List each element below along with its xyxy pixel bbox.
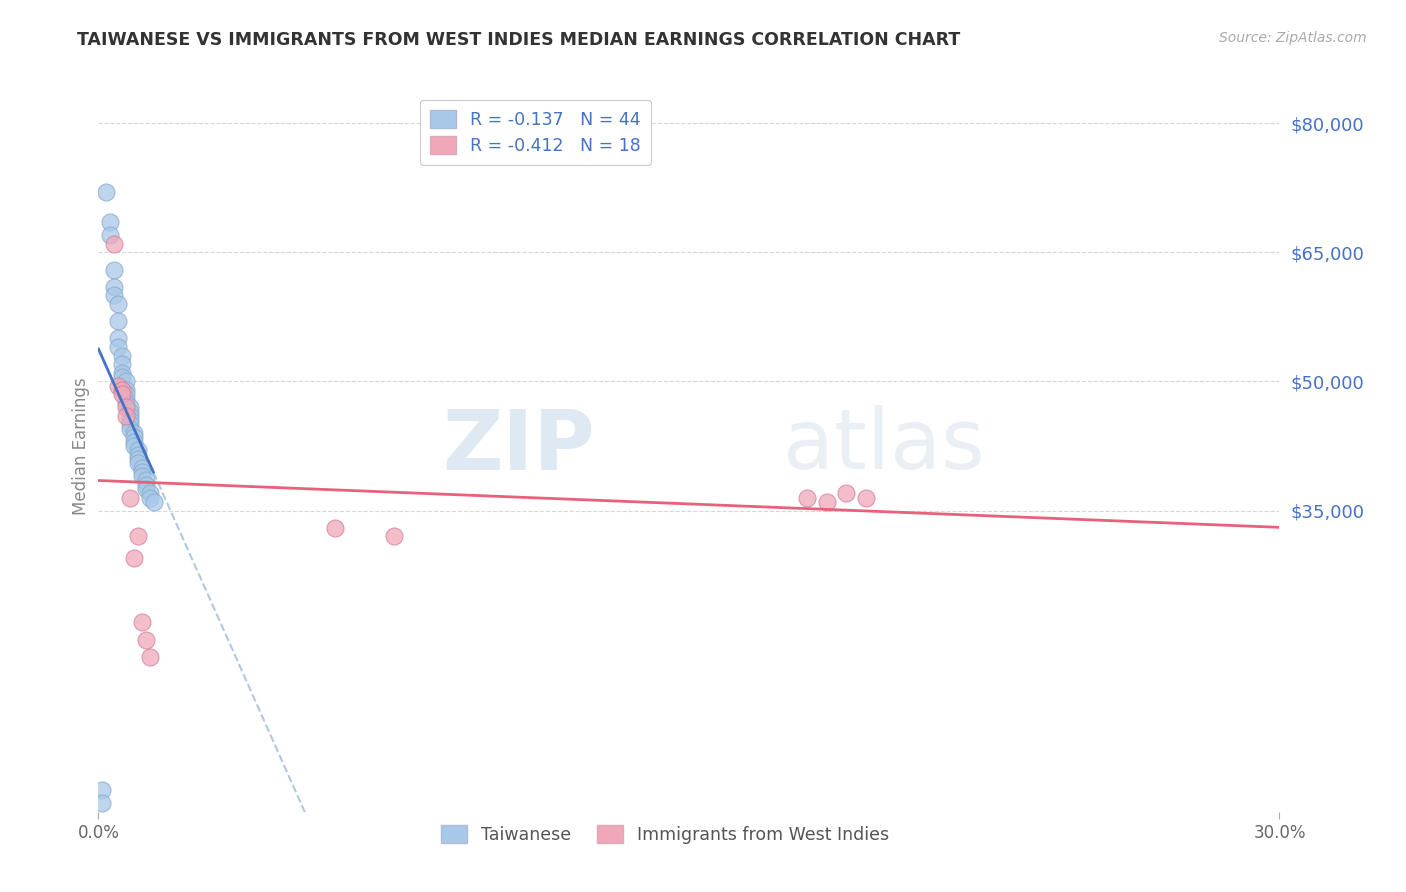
Point: [382, 529, 405, 543]
Point: [111, 370, 134, 384]
Point: [103, 280, 125, 294]
Point: [138, 486, 160, 500]
Point: [98, 215, 121, 229]
Point: [138, 491, 160, 505]
Point: [103, 288, 125, 302]
Point: [91, 796, 114, 810]
Point: [115, 396, 138, 410]
Point: [118, 401, 141, 415]
Text: TAIWANESE VS IMMIGRANTS FROM WEST INDIES MEDIAN EARNINGS CORRELATION CHART: TAIWANESE VS IMMIGRANTS FROM WEST INDIES…: [77, 31, 960, 49]
Point: [115, 375, 138, 389]
Point: [118, 409, 141, 423]
Point: [131, 460, 153, 475]
Point: [111, 366, 134, 380]
Point: [118, 491, 141, 505]
Point: [122, 550, 145, 565]
Legend: Taiwanese, Immigrants from West Indies: Taiwanese, Immigrants from West Indies: [434, 818, 897, 851]
Point: [107, 378, 129, 392]
Point: [131, 615, 153, 630]
Point: [815, 495, 838, 509]
Point: [135, 474, 157, 488]
Point: [103, 236, 125, 251]
Point: [118, 404, 141, 418]
Point: [122, 426, 145, 441]
Point: [796, 491, 818, 505]
Point: [96, 185, 118, 199]
Point: [107, 340, 129, 354]
Point: [107, 314, 129, 328]
Point: [127, 448, 149, 462]
Point: [142, 495, 165, 509]
Point: [118, 422, 141, 436]
Point: [98, 228, 121, 243]
Point: [127, 451, 149, 466]
Point: [115, 409, 138, 423]
Point: [107, 331, 129, 345]
Y-axis label: Median Earnings: Median Earnings: [72, 377, 90, 515]
Point: [103, 262, 125, 277]
Point: [131, 469, 153, 483]
Point: [111, 383, 134, 397]
Point: [118, 413, 141, 427]
Point: [111, 387, 134, 401]
Point: [323, 521, 346, 535]
Point: [855, 491, 877, 505]
Point: [135, 632, 157, 647]
Point: [111, 349, 134, 363]
Point: [122, 439, 145, 453]
Point: [135, 477, 157, 491]
Point: [127, 456, 149, 470]
Text: Source: ZipAtlas.com: Source: ZipAtlas.com: [1219, 31, 1367, 45]
Point: [127, 529, 149, 543]
Point: [115, 387, 138, 401]
Point: [131, 465, 153, 479]
Point: [835, 486, 858, 500]
Point: [122, 430, 145, 444]
Point: [115, 392, 138, 406]
Point: [107, 297, 129, 311]
Point: [127, 443, 149, 458]
Point: [115, 383, 138, 397]
Point: [122, 434, 145, 449]
Point: [135, 482, 157, 496]
Point: [111, 357, 134, 371]
Text: atlas: atlas: [783, 406, 986, 486]
Point: [91, 783, 114, 797]
Point: [115, 401, 138, 415]
Point: [138, 649, 160, 664]
Point: [118, 417, 141, 432]
Text: ZIP: ZIP: [441, 406, 595, 486]
